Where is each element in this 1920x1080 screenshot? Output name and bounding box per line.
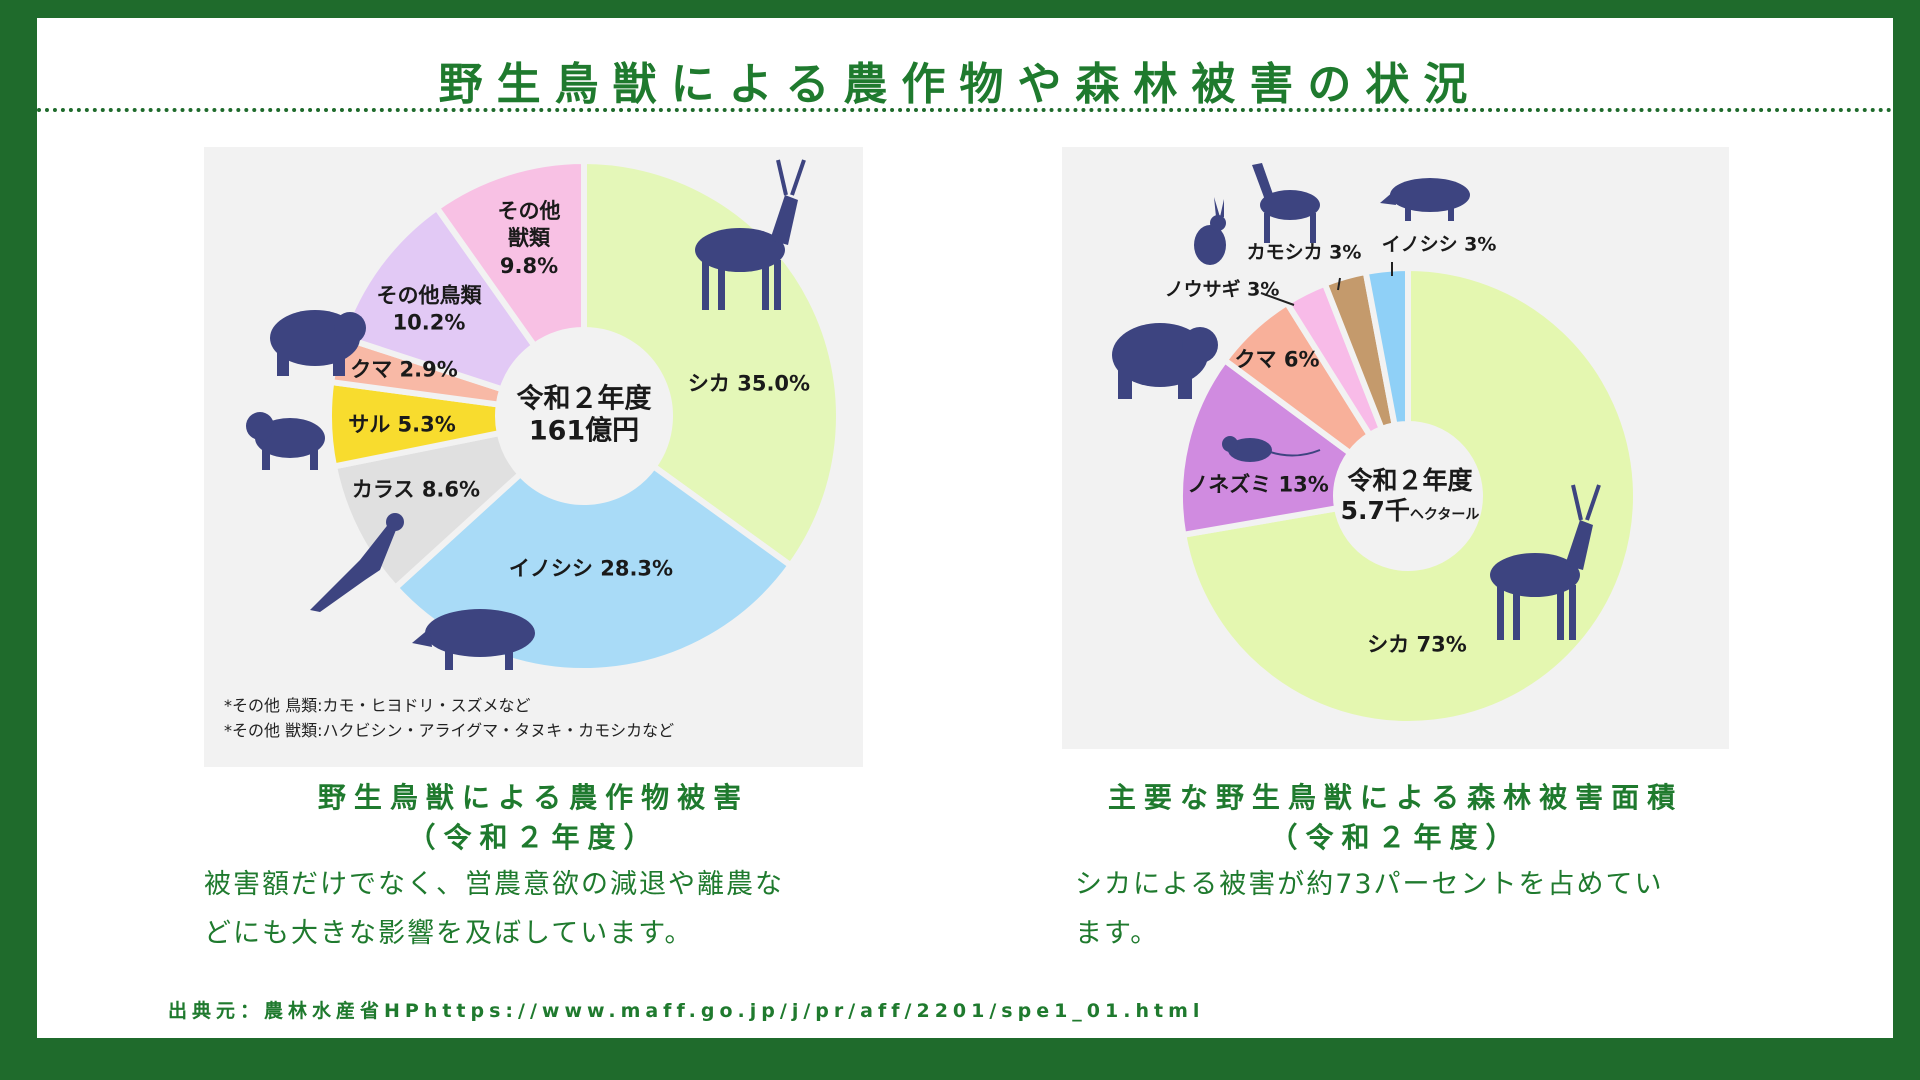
boar-icon: [1380, 178, 1470, 221]
crow-icon: [310, 513, 404, 612]
bear-icon: [270, 310, 366, 376]
pie-center-label: 令和２年度 5.7千ヘクタール: [1341, 466, 1480, 526]
pie-label: サル 5.3%: [348, 412, 456, 437]
monkey-icon: [246, 412, 325, 470]
pie-label: ノネズミ 13%: [1187, 472, 1329, 497]
right-body-line: シカによる被害が約73パーセントを占めてい: [1075, 869, 1664, 900]
center-total: 5.7千: [1340, 496, 1410, 525]
pie-label: その他鳥類 10.2%: [376, 283, 482, 335]
center-unit: ヘクタール: [1409, 507, 1480, 523]
pie-label: シカ 73%: [1367, 632, 1467, 657]
pie-label: ノウサギ 3%: [1164, 278, 1280, 301]
center-total: 161億円: [528, 416, 640, 447]
forest-damage-pie: [1177, 265, 1639, 727]
rat-icon: [1222, 436, 1321, 462]
pie-label: イノシシ 3%: [1381, 233, 1497, 256]
deer-icon: [695, 159, 806, 310]
pie-slice-5: [1362, 265, 1411, 429]
pie-label: カモシカ 3%: [1246, 241, 1362, 264]
left-caption-year: （令和２年度）: [407, 821, 660, 854]
pie-label: クマ 6%: [1234, 347, 1320, 372]
footnote: *その他 獣類:ハクビシン・アライグマ・タヌキ・カモシカなど: [224, 721, 675, 740]
center-year: 令和２年度: [1347, 466, 1473, 495]
rabbit-icon: [1194, 197, 1226, 265]
pie-label: クマ 2.9%: [350, 357, 458, 382]
left-caption: 野生鳥獣による農作物被害: [317, 781, 750, 814]
center-year: 令和２年度: [516, 383, 652, 415]
pie-slice-6: [433, 158, 587, 349]
right-caption-year: （令和２年度）: [1269, 821, 1522, 854]
pie-slice-0: [1180, 265, 1639, 727]
footnote: *その他 鳥類:カモ・ヒヨドリ・スズメなど: [224, 696, 531, 715]
pie-label: シカ 35.0%: [687, 371, 811, 396]
pie-label: カラス 8.6%: [351, 477, 481, 502]
pie-center-label: 令和２年度 161億円: [517, 384, 652, 449]
leader-line: [1260, 262, 1393, 306]
left-body-line: 被害額だけでなく、営農意欲の減退や離農な: [204, 869, 784, 900]
boar-icon: [412, 609, 535, 670]
right-caption: 主要な野生鳥獣による森林被害面積: [1107, 781, 1684, 814]
page-title: 野生鳥獣による農作物や森林被害の状況: [438, 59, 1482, 110]
right-body-line: ます。: [1075, 918, 1160, 949]
deer-icon: [1490, 484, 1601, 640]
pie-slice-5: [338, 204, 538, 393]
dotted-divider: [37, 108, 1893, 112]
serow-icon: [1252, 163, 1320, 243]
pie-label: その他 獣類 9.8%: [497, 199, 561, 278]
pie-label: イノシシ 28.3%: [508, 556, 674, 581]
left-body-line: どにも大きな影響を及ぼしています。: [204, 918, 694, 949]
bear-icon: [1112, 323, 1218, 399]
source-citation: 出典元：農林水産省HPhttps://www.maff.go.jp/j/pr/a…: [168, 1000, 1205, 1022]
